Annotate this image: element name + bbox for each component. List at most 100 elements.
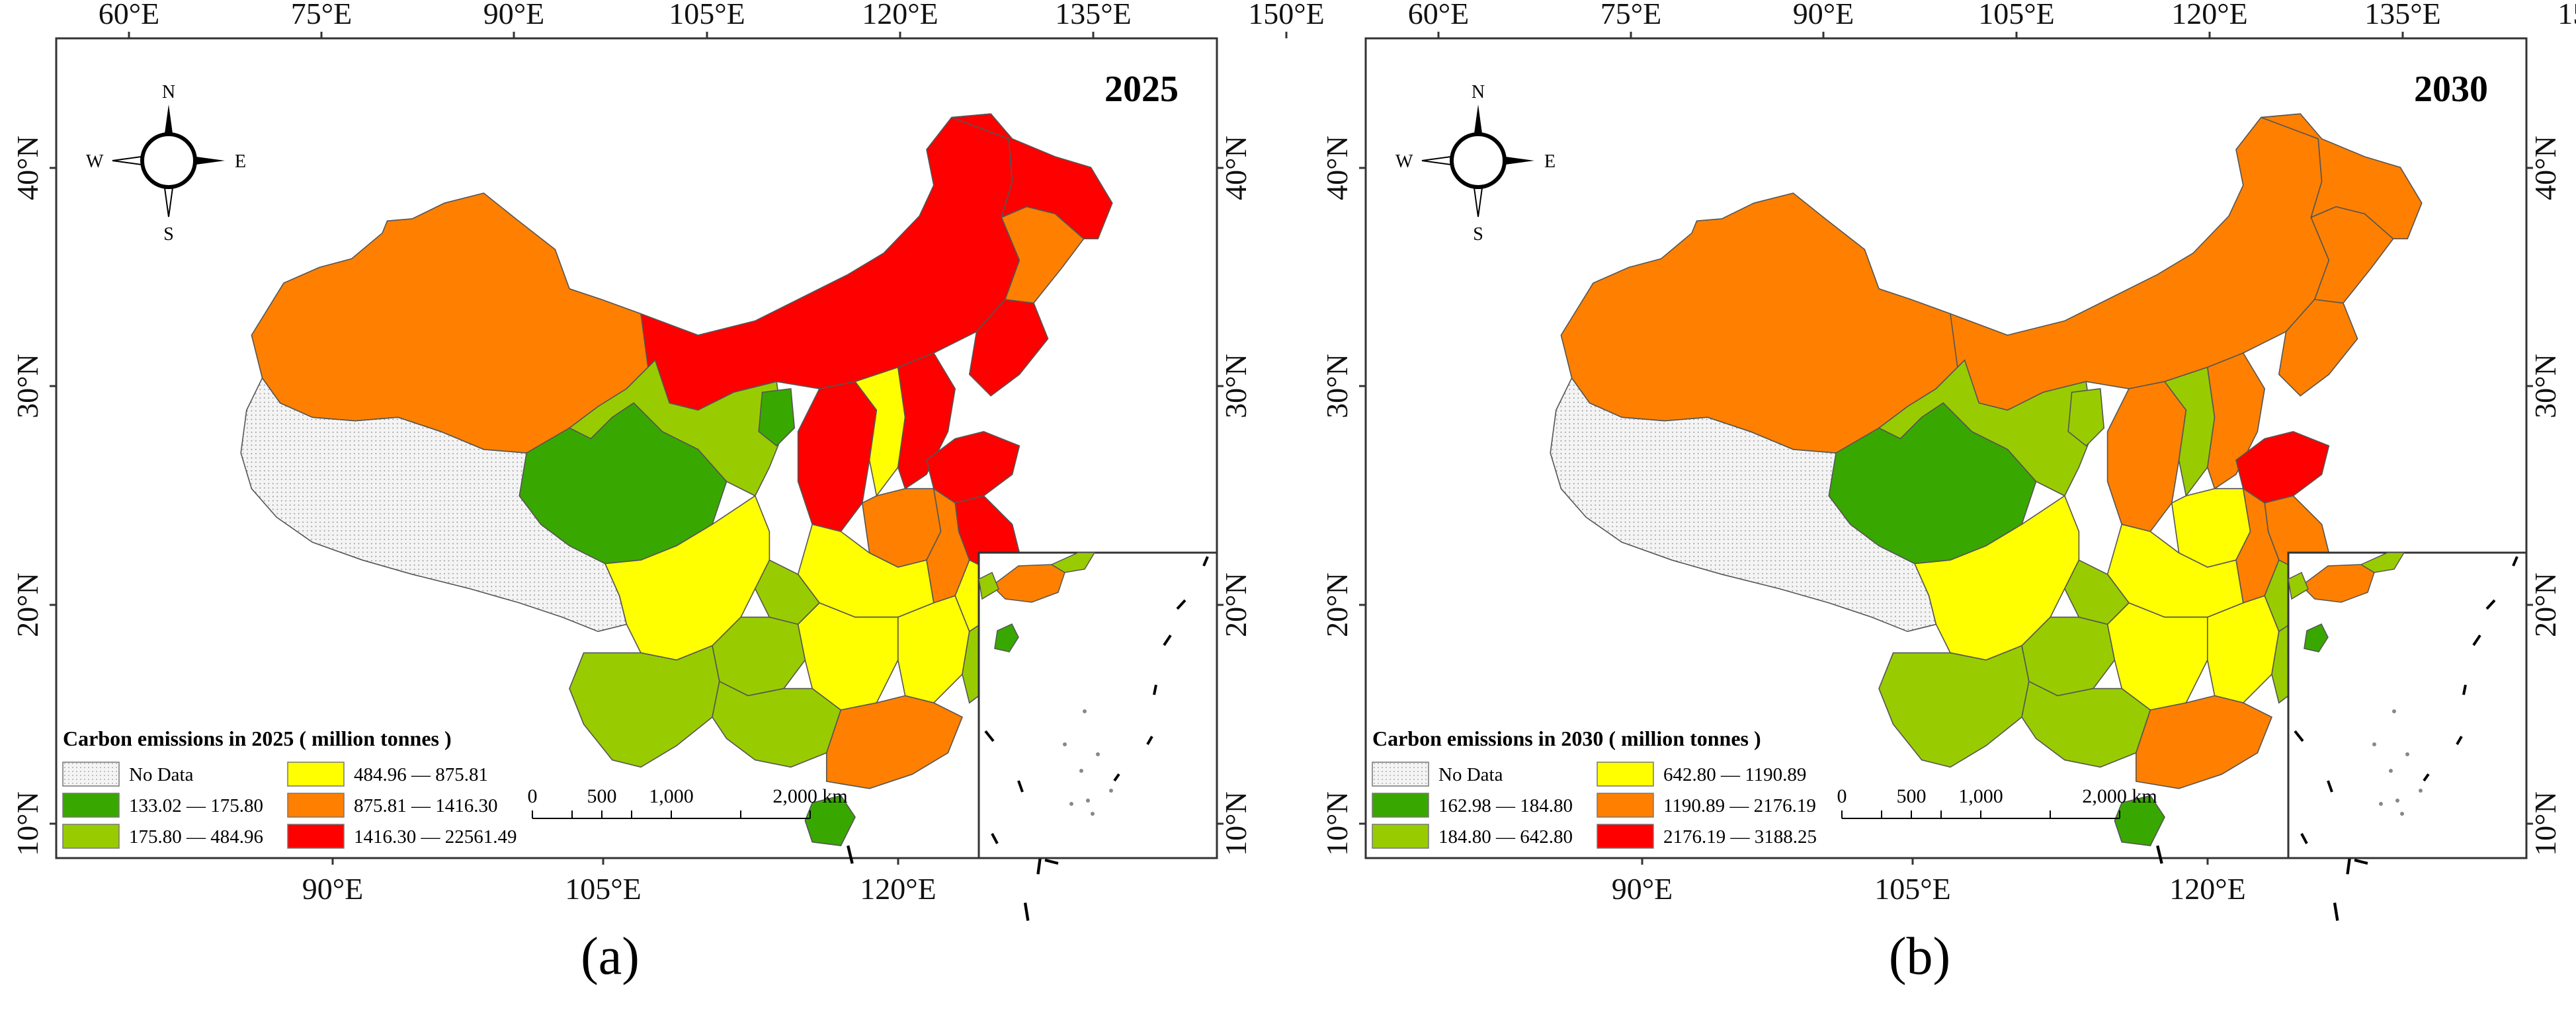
inset-hainan bbox=[2304, 623, 2329, 652]
legend-swatch-0 bbox=[1372, 793, 1429, 818]
inset-boundary-dash bbox=[1153, 684, 1157, 695]
map-panel-a: 60°E 75°E 90°E 105°E 120°E 135°E 150°E 90°E 105°… bbox=[11, 0, 1325, 986]
region-10 bbox=[951, 113, 1113, 240]
inset-island bbox=[1069, 802, 1073, 806]
inset-island bbox=[2379, 802, 2383, 806]
region-4 bbox=[758, 388, 796, 447]
inset-boundary-dash bbox=[2294, 730, 2304, 742]
top-tick-label: 75°E bbox=[1600, 0, 1662, 30]
inset-fujian bbox=[1050, 552, 1096, 573]
legend-swatch-3 bbox=[287, 793, 345, 818]
right-lat-label: 30°N bbox=[2528, 354, 2562, 418]
legend-label-no-data: No Data bbox=[1438, 764, 1503, 785]
legend-title: Carbon emissions in 2030 ( million tonne… bbox=[1372, 727, 1761, 750]
legend-swatch-1 bbox=[62, 824, 120, 849]
scale-bar: 0 500 1,000 2,000 km bbox=[1837, 785, 2157, 819]
scale-bar: 0 500 1,000 2,000 km bbox=[528, 785, 848, 819]
top-tick-label: 75°E bbox=[291, 0, 353, 30]
region-7 bbox=[2206, 352, 2266, 490]
legend-label-0: 133.02 — 175.80 bbox=[129, 795, 263, 816]
legend-title: Carbon emissions in 2025 ( million tonne… bbox=[63, 727, 452, 750]
legend-swatch-no-data bbox=[1372, 762, 1429, 787]
inset-island bbox=[1091, 812, 1095, 816]
compass-s: S bbox=[1473, 224, 1483, 245]
left-lat-label: 40°N bbox=[1320, 136, 1354, 200]
legend-label-1: 175.80 — 484.96 bbox=[129, 826, 263, 847]
region-27 bbox=[804, 795, 856, 847]
legend: Carbon emissions in 2030 ( million tonne… bbox=[1372, 727, 1817, 849]
legend: Carbon emissions in 2025 ( million tonne… bbox=[62, 727, 517, 849]
scale-bar-label: 0 bbox=[528, 785, 538, 807]
inset-island bbox=[2405, 752, 2409, 756]
inset-island bbox=[1096, 752, 1100, 756]
legend-swatch-2 bbox=[1597, 762, 1654, 787]
inset-boundary-dash bbox=[2300, 833, 2308, 844]
region-20 bbox=[569, 645, 720, 768]
map-panel-b: 60°E 75°E 90°E 105°E 120°E 135°E 150°E 90°E 105°… bbox=[1320, 0, 2576, 986]
compass-n: N bbox=[1472, 82, 1485, 102]
region-7 bbox=[897, 352, 956, 490]
inset-boundary-dash bbox=[991, 833, 999, 844]
inset-boundary-dash bbox=[984, 730, 995, 742]
left-lat-label: 20°N bbox=[11, 572, 44, 637]
inset-boundary-dash bbox=[1017, 780, 1024, 793]
legend-label-4: 1416.30 — 22561.49 bbox=[354, 826, 517, 847]
inset-boundary-dash bbox=[2354, 859, 2368, 865]
inset-boundary-dash bbox=[1202, 556, 1209, 567]
legend-label-no-data: No Data bbox=[129, 764, 194, 785]
left-lat-label: 30°N bbox=[11, 354, 44, 418]
inset-boundary-dash bbox=[2423, 773, 2430, 782]
compass-e: E bbox=[1544, 151, 1556, 172]
legend-label-3: 1190.89 — 2176.19 bbox=[1663, 795, 1816, 816]
scale-bar-label: 500 bbox=[587, 785, 617, 807]
scale-bar-label: 500 bbox=[1897, 785, 1927, 807]
inset-boundary-dash bbox=[1146, 735, 1153, 746]
boundary-dash bbox=[2156, 845, 2163, 864]
scale-bar-label: 1,000 bbox=[1958, 785, 2003, 807]
inset-island bbox=[1109, 789, 1113, 793]
south-china-sea-inset bbox=[2287, 551, 2528, 865]
inset-guangxi bbox=[978, 571, 999, 600]
top-tick-label: 135°E bbox=[1055, 0, 1132, 30]
inset-boundary-dash bbox=[1176, 599, 1186, 610]
compass-w: W bbox=[86, 151, 104, 172]
top-tick-label: 150°E bbox=[2557, 0, 2576, 30]
compass-n: N bbox=[162, 82, 175, 102]
region-3 bbox=[519, 402, 727, 565]
right-lat-label: 20°N bbox=[2528, 572, 2562, 637]
bottom-tick-label: 120°E bbox=[2169, 872, 2246, 906]
inset-frame bbox=[977, 551, 1218, 859]
top-tick-label: 60°E bbox=[99, 0, 160, 30]
inset-boundary-dash bbox=[2485, 599, 2496, 610]
compass-e: E bbox=[235, 151, 246, 172]
legend-swatch-no-data bbox=[62, 762, 120, 787]
scale-bar-label: 2,000 km bbox=[772, 785, 847, 807]
top-tick-label: 90°E bbox=[1793, 0, 1854, 30]
right-lat-label: 10°N bbox=[1219, 791, 1253, 856]
legend-label-2: 484.96 — 875.81 bbox=[354, 764, 488, 785]
inset-island bbox=[1086, 799, 1090, 803]
bottom-tick-label: 120°E bbox=[860, 872, 936, 906]
bottom-tick-label: 105°E bbox=[1874, 872, 1951, 906]
inset-guangxi bbox=[2288, 571, 2309, 600]
right-lat-label: 30°N bbox=[1219, 354, 1253, 418]
inset-island bbox=[1083, 709, 1087, 713]
legend-swatch-4 bbox=[287, 824, 345, 849]
compass-icon: N S E W bbox=[86, 82, 246, 245]
bottom-tick-label: 105°E bbox=[565, 872, 642, 906]
boundary-dash bbox=[1023, 902, 1030, 921]
region-18 bbox=[604, 494, 770, 661]
inset-island bbox=[2389, 769, 2393, 773]
inset-boundary-dash bbox=[1044, 859, 1059, 865]
region-4 bbox=[2067, 388, 2105, 447]
compass-ring bbox=[140, 132, 197, 189]
compass-ring bbox=[1450, 132, 1507, 189]
inset-boundary-dash bbox=[1163, 634, 1172, 647]
region-3 bbox=[1828, 402, 2037, 565]
boundary-dash bbox=[847, 845, 854, 864]
legend-label-3: 875.81 — 1416.30 bbox=[354, 795, 498, 816]
inset-island bbox=[2400, 812, 2404, 816]
boundary-dash bbox=[2333, 902, 2339, 921]
legend-swatch-2 bbox=[287, 762, 345, 787]
